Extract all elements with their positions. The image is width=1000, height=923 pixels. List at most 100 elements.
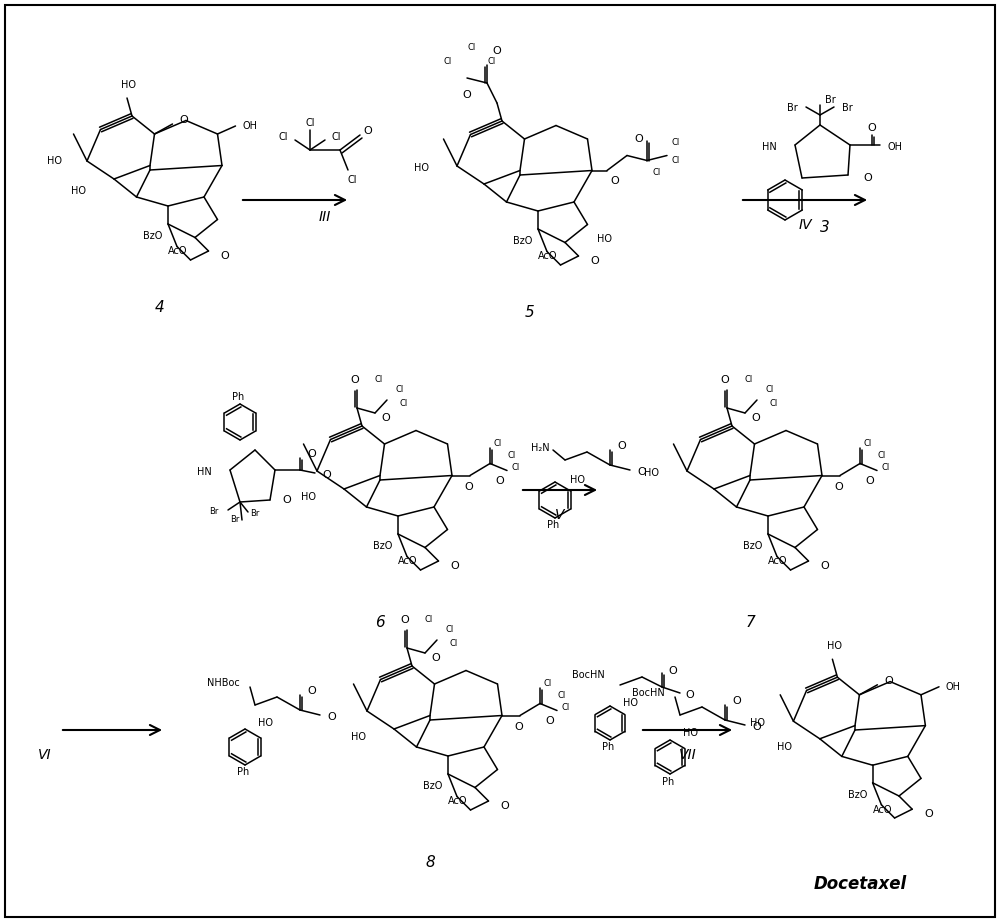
Text: Br: Br	[250, 509, 259, 519]
Text: Cl: Cl	[769, 399, 777, 407]
Text: Ph: Ph	[662, 777, 674, 787]
Text: AcO: AcO	[448, 796, 468, 806]
Text: AcO: AcO	[538, 251, 558, 261]
Text: Cl: Cl	[765, 386, 773, 394]
Text: IV: IV	[798, 218, 812, 232]
Text: HO: HO	[301, 492, 316, 502]
Text: O: O	[496, 475, 504, 485]
Text: 3: 3	[820, 220, 830, 235]
Text: HO: HO	[827, 641, 842, 652]
Text: Cl: Cl	[557, 691, 565, 700]
Text: O: O	[637, 467, 646, 477]
Text: Cl: Cl	[399, 399, 407, 407]
Text: AcO: AcO	[168, 246, 188, 256]
Text: O: O	[180, 115, 188, 125]
Text: Cl: Cl	[544, 679, 552, 688]
Text: O: O	[685, 690, 694, 700]
Text: O: O	[431, 653, 440, 663]
Text: Cl: Cl	[877, 451, 885, 460]
Text: O: O	[327, 712, 336, 722]
Text: HO: HO	[414, 163, 429, 173]
Text: O: O	[322, 470, 331, 480]
Text: Cl: Cl	[449, 639, 457, 648]
Text: Ph: Ph	[237, 767, 249, 777]
Text: III: III	[319, 210, 331, 224]
Text: HO: HO	[777, 742, 792, 752]
Text: BzO: BzO	[373, 541, 393, 551]
Text: O: O	[820, 561, 829, 571]
Text: Br: Br	[842, 103, 853, 113]
Text: Cl: Cl	[278, 132, 288, 142]
Text: O: O	[546, 715, 554, 725]
Text: NHBoc: NHBoc	[207, 678, 240, 688]
Text: OH: OH	[946, 682, 961, 692]
Text: 8: 8	[425, 855, 435, 870]
Text: O: O	[381, 413, 390, 423]
Text: Cl: Cl	[745, 376, 753, 385]
Text: O: O	[924, 809, 933, 820]
Text: HO: HO	[570, 475, 585, 485]
Text: Ph: Ph	[547, 520, 559, 530]
Text: O: O	[464, 483, 473, 493]
Text: BzO: BzO	[423, 781, 443, 791]
Text: O: O	[732, 696, 741, 706]
Text: O: O	[668, 666, 677, 676]
Text: Cl: Cl	[332, 132, 342, 142]
Text: Cl: Cl	[512, 463, 520, 472]
Text: V: V	[555, 508, 565, 522]
Text: O: O	[752, 722, 761, 732]
Text: Cl: Cl	[672, 138, 680, 147]
Text: Ph: Ph	[602, 742, 614, 752]
Text: Br: Br	[787, 103, 798, 113]
Text: Cl: Cl	[864, 439, 872, 448]
Text: Docetaxel: Docetaxel	[813, 875, 907, 893]
Text: 6: 6	[375, 615, 385, 630]
Text: O: O	[351, 375, 359, 385]
Text: Cl: Cl	[305, 118, 315, 128]
Text: O: O	[617, 441, 626, 451]
Text: Cl: Cl	[507, 451, 515, 460]
Text: VII: VII	[679, 748, 697, 762]
Text: HO: HO	[47, 156, 62, 166]
Text: O: O	[450, 561, 459, 571]
Text: Cl: Cl	[444, 56, 452, 66]
Text: Cl: Cl	[882, 463, 890, 472]
Text: Cl: Cl	[375, 376, 383, 385]
Text: BzO: BzO	[848, 790, 867, 800]
Text: AcO: AcO	[873, 805, 892, 815]
Text: O: O	[868, 123, 876, 133]
Text: Cl: Cl	[653, 168, 661, 177]
Text: O: O	[514, 723, 523, 733]
Text: HO: HO	[122, 80, 136, 90]
Text: 5: 5	[525, 305, 535, 320]
Text: O: O	[863, 173, 872, 183]
Text: Cl: Cl	[395, 386, 403, 394]
Text: O: O	[751, 413, 760, 423]
Text: AcO: AcO	[398, 556, 418, 566]
Text: O: O	[492, 46, 501, 56]
Text: O: O	[307, 686, 316, 696]
Text: BzO: BzO	[143, 231, 163, 241]
Text: HO: HO	[683, 728, 698, 738]
Text: Cl: Cl	[425, 616, 433, 625]
Text: O: O	[721, 375, 729, 385]
Text: HO: HO	[71, 186, 86, 196]
Text: O: O	[307, 449, 316, 459]
Text: O: O	[611, 175, 619, 186]
Text: HO: HO	[258, 718, 273, 728]
Text: Cl: Cl	[468, 43, 476, 53]
Text: HN: HN	[197, 467, 212, 477]
Text: BzO: BzO	[743, 541, 763, 551]
Text: Ph: Ph	[232, 392, 244, 402]
Text: Cl: Cl	[347, 175, 357, 185]
Text: O: O	[501, 801, 509, 811]
Text: Br: Br	[209, 508, 218, 517]
Text: H₂N: H₂N	[531, 443, 550, 453]
Text: Br: Br	[825, 95, 836, 105]
Text: AcO: AcO	[768, 556, 788, 566]
Text: HO: HO	[750, 718, 765, 728]
Text: O: O	[590, 256, 599, 266]
Text: O: O	[282, 495, 291, 505]
Text: HN: HN	[762, 142, 777, 152]
Text: BocHN: BocHN	[632, 688, 665, 698]
